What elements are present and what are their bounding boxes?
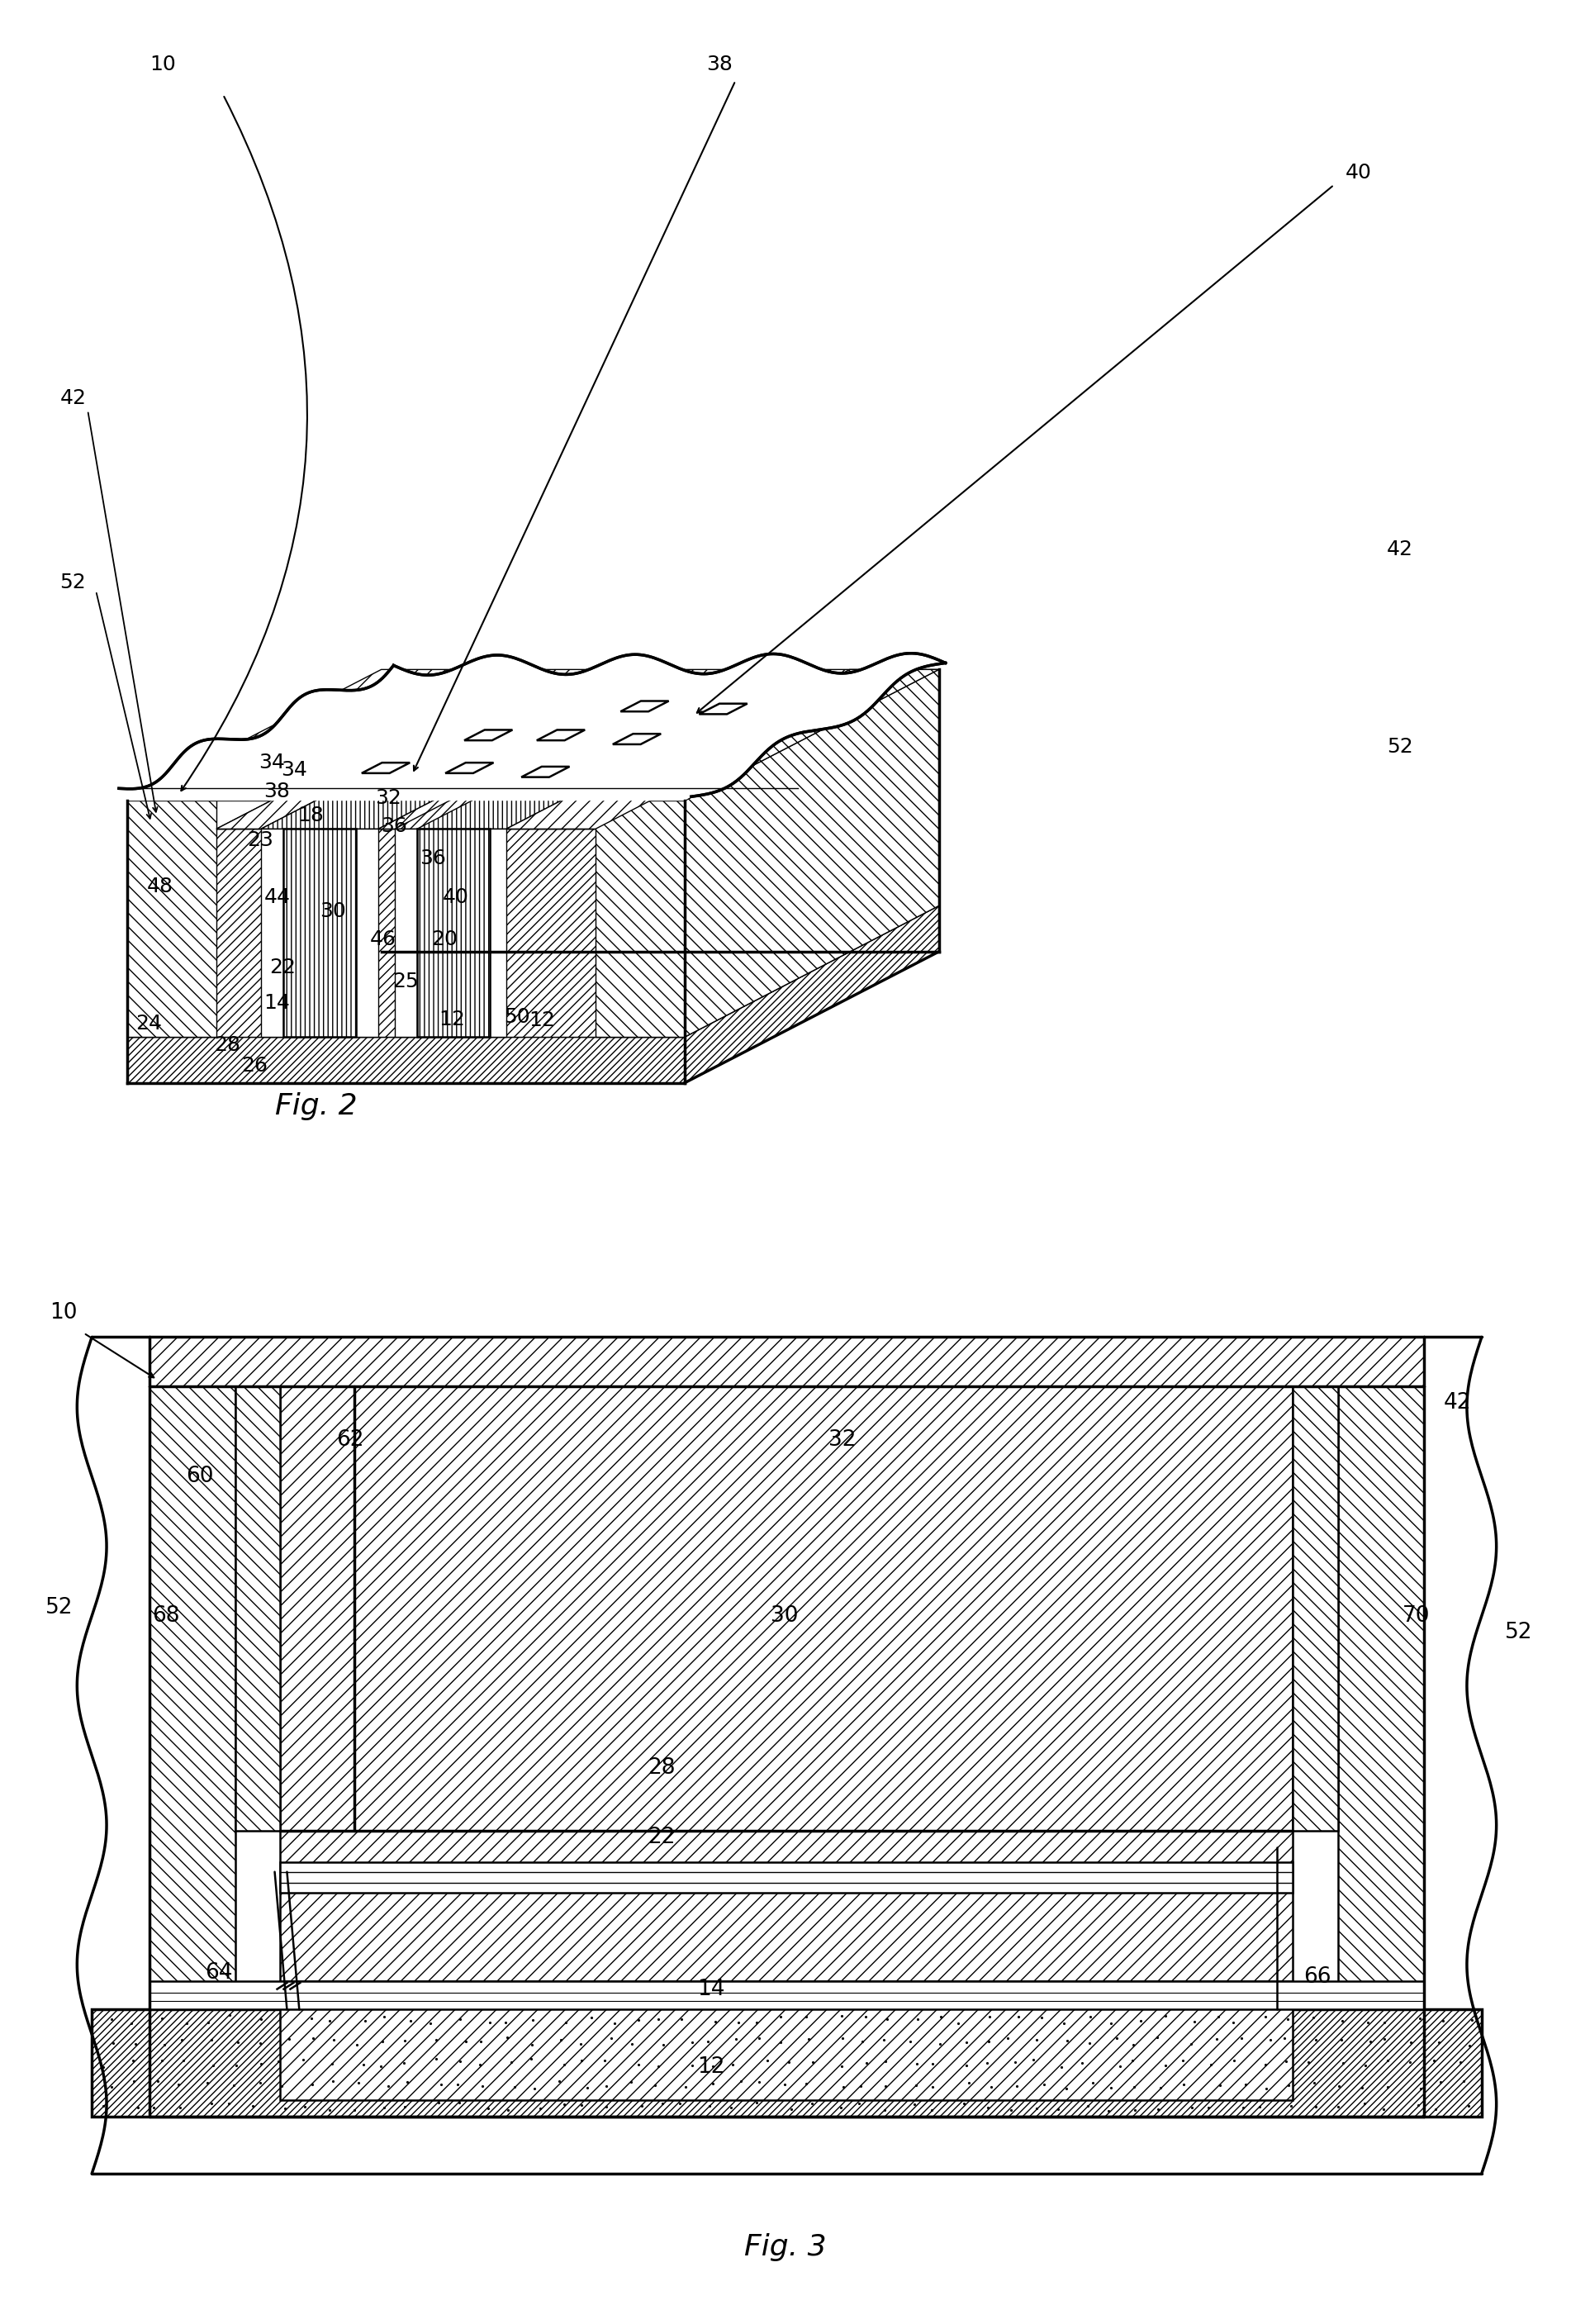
Bar xyxy=(280,1862,1293,1894)
Polygon shape xyxy=(506,697,850,830)
Text: 34: 34 xyxy=(258,753,284,774)
Bar xyxy=(236,1387,280,1831)
Polygon shape xyxy=(361,762,410,774)
Polygon shape xyxy=(416,830,490,1037)
Text: 44: 44 xyxy=(264,888,291,906)
Text: 48: 48 xyxy=(146,876,173,897)
Text: 12: 12 xyxy=(529,1011,556,1030)
Polygon shape xyxy=(355,830,379,1037)
Bar xyxy=(149,1980,1425,2010)
Polygon shape xyxy=(261,697,632,830)
Polygon shape xyxy=(416,697,760,830)
Text: 60: 60 xyxy=(187,1466,214,1487)
Polygon shape xyxy=(685,669,939,830)
Text: Fig. 2: Fig. 2 xyxy=(275,1092,358,1120)
Text: 34: 34 xyxy=(281,760,306,781)
Polygon shape xyxy=(699,704,748,713)
Polygon shape xyxy=(685,669,939,1037)
Text: 32: 32 xyxy=(828,1429,856,1450)
Text: 38: 38 xyxy=(705,53,732,74)
Text: 36: 36 xyxy=(419,848,446,867)
Text: 24: 24 xyxy=(135,1013,162,1034)
Polygon shape xyxy=(217,697,850,830)
Polygon shape xyxy=(490,830,506,1037)
Polygon shape xyxy=(465,730,512,741)
Text: 28: 28 xyxy=(647,1757,676,1778)
Polygon shape xyxy=(595,802,685,1037)
Text: 20: 20 xyxy=(432,930,457,948)
Bar xyxy=(91,2010,1481,2117)
Bar xyxy=(1338,1387,1425,2117)
Text: 25: 25 xyxy=(393,971,418,992)
Polygon shape xyxy=(522,767,570,776)
Text: 30: 30 xyxy=(771,1606,798,1627)
Text: 18: 18 xyxy=(297,806,324,825)
Polygon shape xyxy=(261,830,283,1037)
Text: 62: 62 xyxy=(336,1429,364,1450)
Text: 22: 22 xyxy=(647,1827,676,1848)
Polygon shape xyxy=(621,702,669,711)
Polygon shape xyxy=(595,669,939,802)
Bar xyxy=(83,1336,1489,2173)
Text: 68: 68 xyxy=(152,1606,179,1627)
Text: 14: 14 xyxy=(264,992,291,1013)
Polygon shape xyxy=(127,830,685,1037)
Polygon shape xyxy=(283,830,355,1037)
Polygon shape xyxy=(127,802,685,830)
Polygon shape xyxy=(685,697,939,1037)
Text: 10: 10 xyxy=(151,53,176,74)
Text: 12: 12 xyxy=(438,1011,465,1030)
Text: 14: 14 xyxy=(698,1978,724,2001)
Polygon shape xyxy=(127,906,939,1037)
Polygon shape xyxy=(217,697,515,830)
Text: 23: 23 xyxy=(247,830,273,851)
Text: Fig. 3: Fig. 3 xyxy=(745,2233,826,2261)
Text: 66: 66 xyxy=(1304,1966,1332,1987)
Text: 52: 52 xyxy=(1505,1622,1532,1643)
Text: 28: 28 xyxy=(214,1034,240,1055)
Text: 40: 40 xyxy=(1345,163,1371,181)
Text: 64: 64 xyxy=(206,1961,233,1982)
Polygon shape xyxy=(394,830,416,1037)
Text: 26: 26 xyxy=(242,1055,269,1076)
Polygon shape xyxy=(613,734,661,744)
Polygon shape xyxy=(127,1037,685,1083)
Text: 22: 22 xyxy=(270,957,295,978)
Polygon shape xyxy=(685,906,939,1083)
Text: 52: 52 xyxy=(60,572,86,593)
Bar xyxy=(149,1387,236,2117)
Polygon shape xyxy=(445,762,493,774)
Text: 36: 36 xyxy=(382,816,407,837)
Polygon shape xyxy=(119,653,946,802)
Text: 46: 46 xyxy=(369,930,396,948)
Bar xyxy=(149,1336,1425,1387)
Text: 52: 52 xyxy=(46,1597,72,1618)
Bar xyxy=(280,1387,1293,1831)
Text: 38: 38 xyxy=(264,781,291,802)
Bar xyxy=(1425,1387,1481,2117)
Polygon shape xyxy=(127,669,939,802)
Text: 40: 40 xyxy=(443,888,468,906)
Bar xyxy=(1293,1387,1338,1831)
Polygon shape xyxy=(127,697,939,830)
Text: 70: 70 xyxy=(1403,1606,1430,1627)
Text: 30: 30 xyxy=(320,902,346,920)
Text: 52: 52 xyxy=(1387,737,1412,758)
Text: 10: 10 xyxy=(49,1301,77,1322)
Text: 32: 32 xyxy=(375,788,402,809)
Polygon shape xyxy=(379,697,649,830)
Polygon shape xyxy=(127,802,217,1037)
Text: 12: 12 xyxy=(698,2057,724,2078)
Bar xyxy=(280,1831,1293,2003)
Text: 42: 42 xyxy=(60,388,86,409)
Text: 42: 42 xyxy=(1444,1392,1470,1413)
Text: 50: 50 xyxy=(504,1006,529,1027)
Polygon shape xyxy=(537,730,584,741)
Bar xyxy=(280,1980,1293,2101)
Text: 42: 42 xyxy=(1387,539,1412,560)
Bar xyxy=(91,1387,149,2117)
